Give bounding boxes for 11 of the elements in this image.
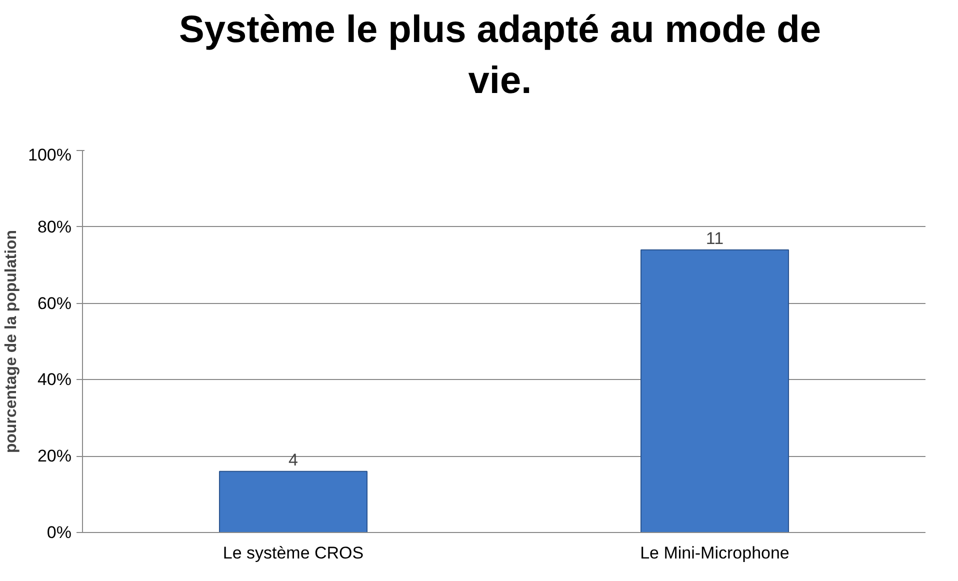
y-tick-label: 60% bbox=[37, 294, 72, 313]
x-tick-label: Le Mini-Microphone bbox=[640, 544, 790, 562]
annotation: 11 bbox=[706, 228, 724, 248]
y-tick-label: 20% bbox=[37, 446, 72, 466]
chart-title: Système le plus adapté au mode de vie. bbox=[178, 8, 822, 104]
y-axis-title: pourcentage de la population bbox=[3, 230, 20, 454]
y-tick-label: 80% bbox=[37, 217, 72, 236]
y-tick-label: 0% bbox=[46, 523, 72, 542]
x-tick-label: Le système CROS bbox=[222, 544, 364, 562]
y-tick-label: 100% bbox=[28, 146, 72, 164]
y-tick-label: 40% bbox=[37, 370, 72, 390]
